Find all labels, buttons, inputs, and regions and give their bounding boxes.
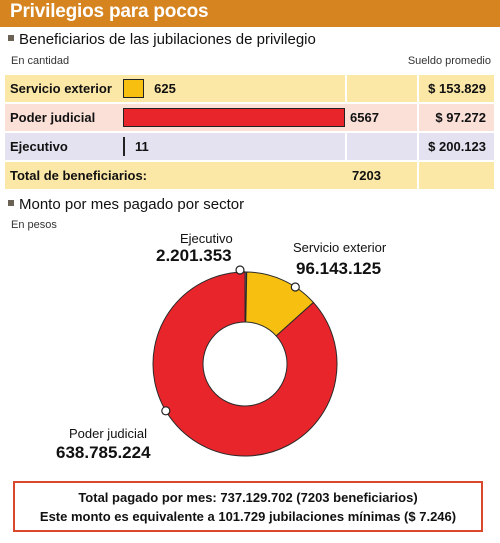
label-ejecutivo-name: Ejecutivo xyxy=(180,231,233,246)
title-bar: Privilegios para pocos xyxy=(0,0,500,27)
row-label: Ejecutivo xyxy=(10,139,68,154)
salary-header: Sueldo promedio xyxy=(407,55,491,67)
row-label: Servicio exterior xyxy=(10,81,112,96)
footer-line-1: Total pagado por mes: 737.129.702 (7203 … xyxy=(78,490,418,505)
column-divider xyxy=(417,133,419,160)
slice-poder-judicial xyxy=(152,271,338,457)
row-poder-judicial: Poder judicial 6567 $ 97.272 xyxy=(5,104,494,131)
bar xyxy=(123,108,345,127)
column-divider xyxy=(417,75,419,102)
column-divider xyxy=(417,162,419,189)
label-judicial-name: Poder judicial xyxy=(69,426,148,441)
average-salary: $ 200.123 xyxy=(428,139,486,154)
section-heading-beneficiarios: Beneficiarios de las jubilaciones de pri… xyxy=(8,31,316,48)
row-label: Poder judicial xyxy=(10,110,96,125)
section-heading-text: Monto por mes pagado por sector xyxy=(19,196,245,213)
donut-chart xyxy=(152,265,338,457)
row-ejecutivo: Ejecutivo 11 $ 200.123 xyxy=(5,133,494,160)
row-servicio-exterior: Servicio exterior 625 $ 153.829 xyxy=(5,75,494,102)
bullet-square-icon xyxy=(8,200,14,207)
unit-label: En cantidad xyxy=(11,55,70,67)
marker-poder-judicial xyxy=(161,406,171,416)
bar-value: 11 xyxy=(135,139,149,154)
bar-value: 6567 xyxy=(350,110,379,125)
column-divider xyxy=(417,104,419,131)
label-servicio-value: 96.143.125 xyxy=(296,259,382,278)
label-ejecutivo-value: 2.201.353 xyxy=(156,246,232,265)
page-title: Privilegios para pocos xyxy=(10,1,209,22)
marker-servicio-exterior xyxy=(290,282,300,292)
label-judicial-value: 638.785.224 xyxy=(56,443,151,462)
section-heading-monto: Monto por mes pagado por sector xyxy=(8,196,244,213)
total-value: 7203 xyxy=(352,168,381,183)
total-label: Total de beneficiarios: xyxy=(10,168,148,183)
average-salary: $ 153.829 xyxy=(428,81,486,96)
average-salary: $ 97.272 xyxy=(435,110,486,125)
bar xyxy=(123,137,125,156)
footer-line-2: Este monto es equivalente a 101.729 jubi… xyxy=(39,509,457,524)
bullet-square-icon xyxy=(8,35,14,42)
column-divider xyxy=(345,133,347,160)
bar xyxy=(123,79,145,98)
marker-ejecutivo xyxy=(235,265,245,275)
label-servicio-name: Servicio exterior xyxy=(293,240,387,255)
row-total: Total de beneficiarios: 7203 xyxy=(5,162,494,189)
bar-value: 625 xyxy=(154,81,176,96)
unit-label: En pesos xyxy=(11,219,57,231)
footer-box: Total pagado por mes: 737.129.702 (7203 … xyxy=(13,481,483,532)
section-heading-text: Beneficiarios de las jubilaciones de pri… xyxy=(19,31,316,48)
column-divider xyxy=(345,75,347,102)
